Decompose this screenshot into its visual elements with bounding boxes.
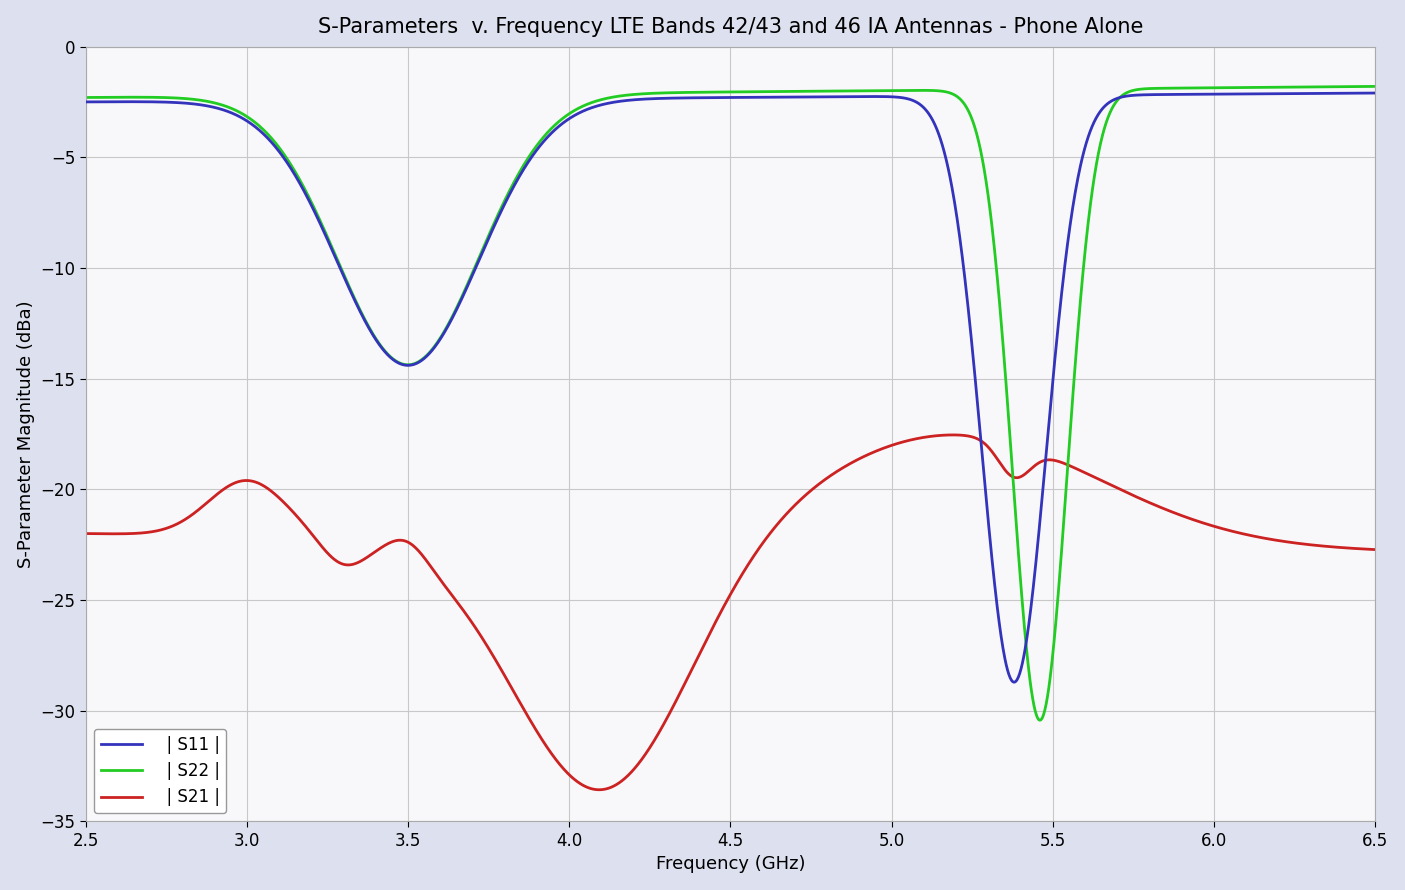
  | S22 | [1329,81,1346,92]
  | S11 | [670,93,687,103]
  | S21 | [143,527,160,538]
  | S21 | [77,529,94,539]
X-axis label: Frequency (GHz): Frequency (GHz) [656,855,805,873]
  | S11 | [77,97,94,108]
Line:   | S22 |: | S22 | [86,86,1375,720]
  | S22 | [143,92,160,102]
  | S22 | [1331,81,1347,92]
  | S21 | [1367,545,1384,555]
  | S21 | [946,430,962,441]
  | S22 | [704,87,721,98]
Title: S-Parameters  v. Frequency LTE Bands 42/43 and 46 IA Antennas - Phone Alone: S-Parameters v. Frequency LTE Bands 42/4… [318,17,1144,36]
  | S11 | [1367,88,1384,99]
  | S22 | [1093,134,1110,144]
  | S21 | [705,621,722,632]
  | S22 | [1031,715,1048,725]
  | S22 | [1367,81,1384,92]
  | S22 | [670,87,687,98]
Line:   | S11 |: | S11 | [86,93,1375,682]
  | S11 | [704,93,721,103]
  | S21 | [590,784,607,795]
Legend:   | S11 |,   | S22 |,   | S21 |: | S11 |, | S22 |, | S21 | [94,729,226,813]
  | S21 | [670,690,687,700]
  | S11 | [1331,88,1347,99]
  | S21 | [1094,475,1111,486]
  | S11 | [143,96,160,107]
  | S11 | [1329,88,1346,99]
  | S21 | [1331,542,1347,553]
Line:   | S21 |: | S21 | [86,435,1375,789]
  | S11 | [1006,676,1023,687]
  | S11 | [1093,104,1110,115]
  | S22 | [77,93,94,103]
  | S21 | [1331,542,1347,553]
Y-axis label: S-Parameter Magnitude (dBa): S-Parameter Magnitude (dBa) [17,300,35,568]
